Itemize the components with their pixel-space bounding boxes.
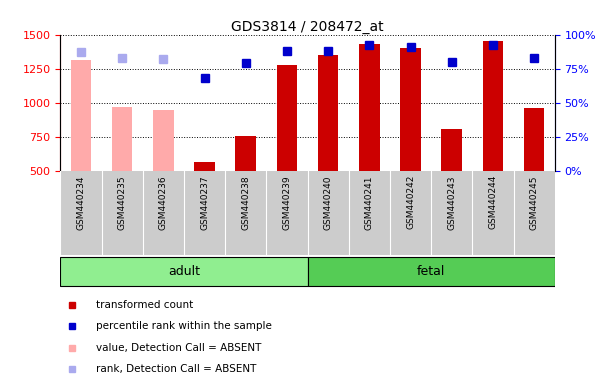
Bar: [308, 257, 555, 286]
Text: GSM440245: GSM440245: [529, 175, 538, 230]
Text: GSM440234: GSM440234: [77, 175, 86, 230]
Text: value, Detection Call = ABSENT: value, Detection Call = ABSENT: [96, 343, 262, 353]
Text: GSM440237: GSM440237: [200, 175, 209, 230]
Text: GSM440243: GSM440243: [447, 175, 456, 230]
Text: GSM440242: GSM440242: [406, 175, 415, 230]
Bar: [60, 257, 308, 286]
Bar: [359, 44, 380, 171]
Bar: [400, 48, 421, 171]
Title: GDS3814 / 208472_at: GDS3814 / 208472_at: [231, 20, 384, 33]
Text: adult: adult: [168, 265, 200, 278]
Bar: [153, 110, 174, 171]
Bar: [482, 41, 504, 171]
Text: GSM440240: GSM440240: [324, 175, 333, 230]
Bar: [71, 60, 91, 171]
Bar: [194, 162, 215, 171]
Bar: [112, 107, 133, 171]
Text: GSM440236: GSM440236: [159, 175, 168, 230]
Text: GSM440241: GSM440241: [365, 175, 374, 230]
Bar: [441, 129, 462, 171]
Bar: [318, 55, 338, 171]
Bar: [524, 108, 545, 171]
Text: rank, Detection Call = ABSENT: rank, Detection Call = ABSENT: [96, 364, 257, 374]
Text: GSM440238: GSM440238: [241, 175, 250, 230]
Bar: [235, 136, 256, 171]
Text: fetal: fetal: [417, 265, 446, 278]
Text: GSM440235: GSM440235: [118, 175, 127, 230]
Text: percentile rank within the sample: percentile rank within the sample: [96, 321, 273, 331]
Text: GSM440239: GSM440239: [282, 175, 291, 230]
Text: GSM440244: GSM440244: [488, 175, 497, 230]
Text: transformed count: transformed count: [96, 300, 194, 310]
Bar: [277, 65, 297, 171]
